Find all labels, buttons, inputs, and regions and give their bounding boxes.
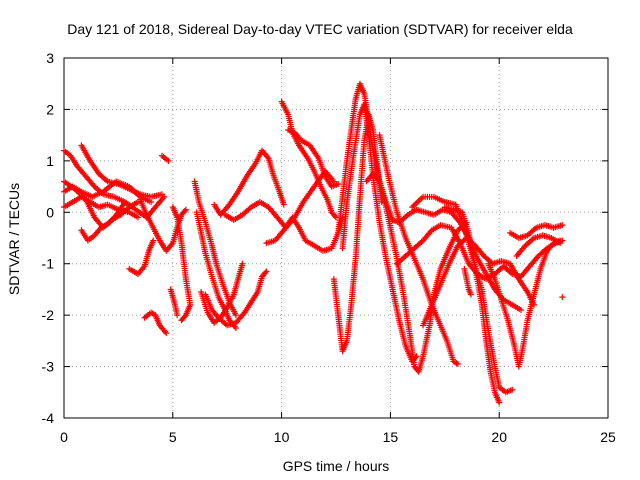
data-point: [148, 199, 155, 205]
x-axis-label: GPS time / hours: [283, 458, 390, 474]
data-point: [232, 312, 239, 319]
data-point: [335, 181, 342, 187]
axis-ticks: 0 5 10 15 20 25 -4 -3 -2 -1 0 1 2 3: [42, 50, 616, 445]
data-point: [179, 316, 186, 322]
data-point: [158, 191, 165, 198]
data-point: [163, 330, 170, 337]
x-tick-label: 0: [60, 429, 68, 445]
plot-frame: [63, 57, 609, 419]
data-point: [496, 399, 503, 406]
data-point: [262, 269, 269, 276]
data-point: [232, 325, 239, 331]
data-point: [121, 199, 128, 205]
y-tick-label: -3: [42, 359, 55, 375]
data-point: [263, 268, 270, 275]
y-tick-label: 0: [46, 204, 54, 220]
x-tick-label: 25: [600, 429, 616, 445]
data-point: [559, 294, 566, 301]
data-point: [331, 213, 338, 220]
data-point: [509, 386, 516, 393]
data-point: [239, 260, 246, 267]
data-point: [333, 214, 339, 221]
x-tick-label: 10: [274, 429, 290, 445]
data-point: [454, 361, 461, 367]
data-point: [181, 208, 188, 214]
y-tick-label: -4: [42, 410, 55, 426]
y-axis-label: SDTVAR / TECUs: [6, 183, 22, 295]
data-point: [467, 291, 474, 298]
data-point: [413, 353, 420, 360]
data-point: [517, 307, 524, 313]
data-point: [557, 240, 564, 247]
data-point: [178, 317, 185, 324]
data-point: [182, 206, 189, 213]
data-point: [559, 222, 566, 229]
data-point: [280, 201, 287, 208]
data-point: [412, 354, 419, 361]
data-series: [61, 80, 566, 406]
y-tick-label: 3: [46, 50, 54, 66]
y-tick-label: -1: [42, 256, 55, 272]
y-tick-label: 1: [46, 153, 54, 169]
x-tick-label: 20: [491, 429, 507, 445]
chart-title: Day 121 of 2018, Sidereal Day-to-day VTE…: [67, 21, 573, 37]
x-tick-label: 15: [383, 429, 399, 445]
y-tick-label: -2: [42, 307, 55, 323]
data-point: [134, 214, 141, 221]
data-point: [174, 312, 181, 319]
x-tick-label: 5: [169, 429, 177, 445]
data-point: [165, 157, 172, 164]
data-point: [150, 237, 157, 244]
y-tick-label: 2: [46, 101, 54, 117]
